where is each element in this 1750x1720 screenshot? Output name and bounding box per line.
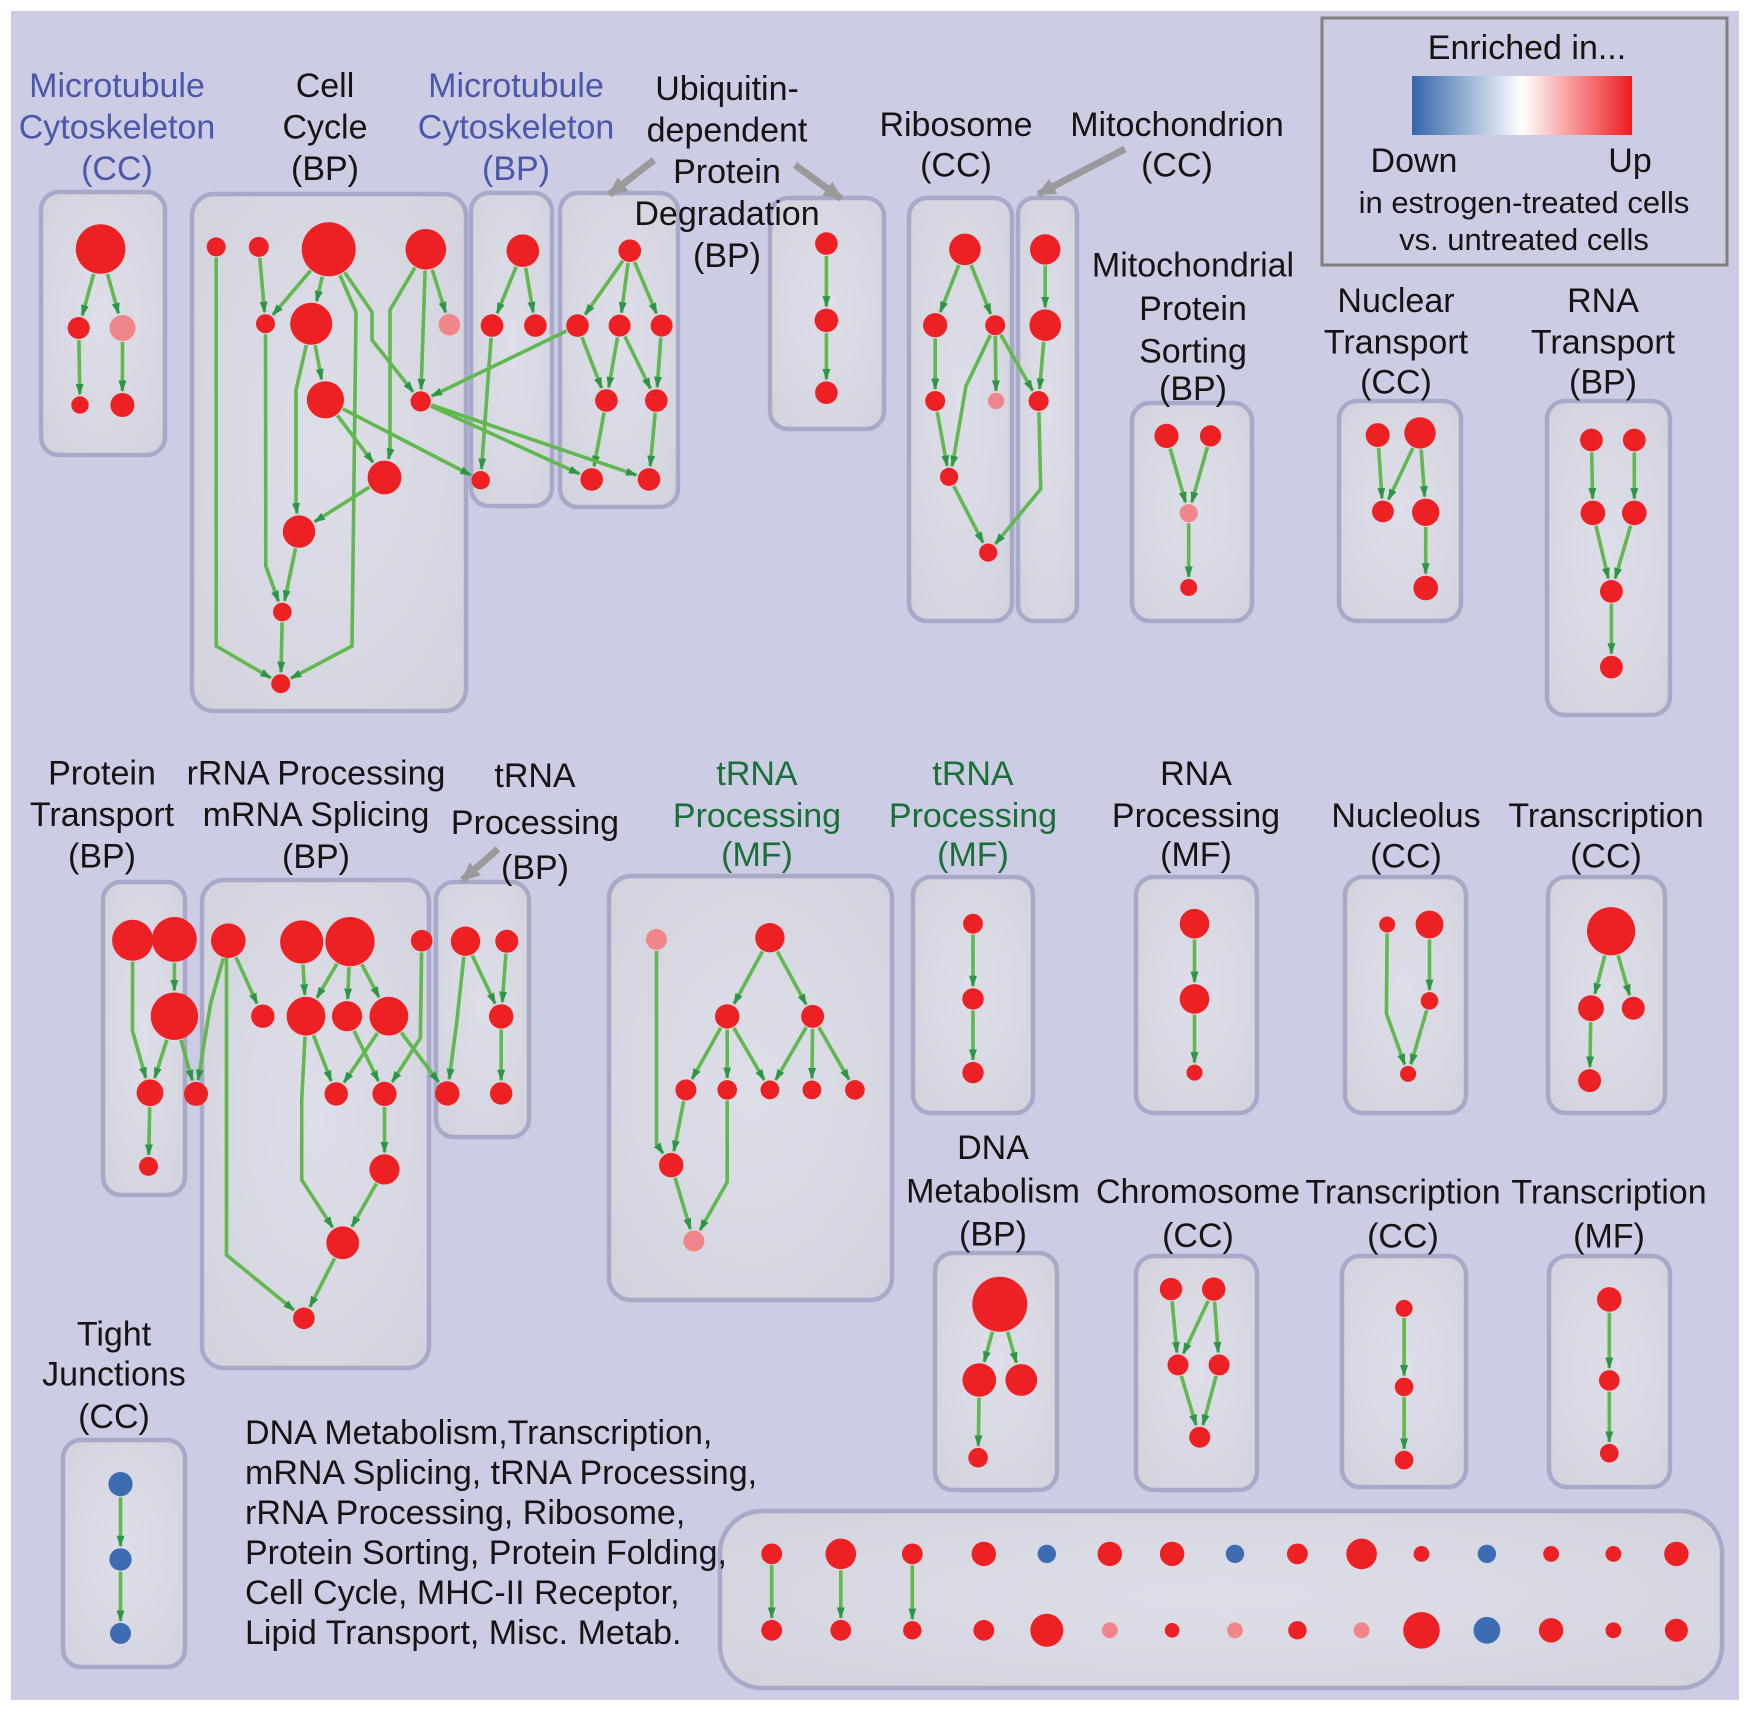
- svg-text:Cytoskeleton: Cytoskeleton: [418, 109, 615, 147]
- svg-text:Transport: Transport: [30, 796, 175, 834]
- svg-text:Chromosome: Chromosome: [1096, 1173, 1300, 1211]
- svg-text:(BP): (BP): [68, 838, 136, 876]
- svg-text:RNA: RNA: [1567, 282, 1639, 320]
- svg-text:mRNA Splicing, tRNA Processing: mRNA Splicing, tRNA Processing,: [245, 1454, 757, 1492]
- svg-text:(BP): (BP): [501, 849, 569, 887]
- svg-text:Protein: Protein: [48, 755, 156, 793]
- svg-text:dependent: dependent: [647, 112, 808, 150]
- svg-text:(MF): (MF): [1573, 1218, 1645, 1256]
- svg-text:vs. untreated cells: vs. untreated cells: [1399, 222, 1649, 257]
- svg-text:Transport: Transport: [1531, 324, 1676, 362]
- svg-text:(BP): (BP): [959, 1216, 1027, 1254]
- svg-text:Transcription: Transcription: [1508, 797, 1703, 835]
- svg-text:(BP): (BP): [1569, 364, 1637, 402]
- svg-text:(CC): (CC): [81, 150, 153, 188]
- svg-text:Nuclear: Nuclear: [1337, 282, 1454, 320]
- svg-text:(CC): (CC): [1370, 838, 1442, 876]
- svg-text:Mitochondrial: Mitochondrial: [1092, 247, 1294, 285]
- svg-text:Sorting: Sorting: [1139, 333, 1247, 371]
- svg-text:(BP): (BP): [291, 150, 359, 188]
- svg-text:(CC): (CC): [78, 1398, 150, 1436]
- svg-text:DNA: DNA: [957, 1129, 1029, 1167]
- svg-text:Processing: Processing: [889, 797, 1057, 835]
- svg-text:Microtubule: Microtubule: [428, 67, 604, 105]
- svg-text:Transcription: Transcription: [1511, 1174, 1706, 1212]
- svg-text:Tight: Tight: [77, 1316, 152, 1354]
- svg-text:Processing: Processing: [673, 797, 841, 835]
- svg-text:Transport: Transport: [1324, 324, 1469, 362]
- svg-text:(CC): (CC): [1162, 1217, 1234, 1255]
- svg-text:(MF): (MF): [1160, 836, 1232, 874]
- svg-text:tRNA: tRNA: [716, 755, 798, 793]
- svg-text:rRNA Processing: rRNA Processing: [187, 755, 446, 793]
- svg-text:(BP): (BP): [282, 838, 350, 876]
- svg-text:Down: Down: [1371, 142, 1458, 180]
- svg-text:(CC): (CC): [920, 147, 992, 185]
- svg-text:tRNA: tRNA: [932, 755, 1014, 793]
- svg-text:tRNA: tRNA: [494, 757, 576, 795]
- svg-text:Nucleolus: Nucleolus: [1331, 797, 1480, 835]
- svg-text:Cell: Cell: [296, 67, 355, 105]
- svg-text:DNA Metabolism,Transcription,: DNA Metabolism,Transcription,: [245, 1414, 712, 1452]
- svg-text:Up: Up: [1608, 142, 1651, 180]
- svg-text:Ribosome: Ribosome: [879, 106, 1032, 144]
- svg-text:Processing: Processing: [1112, 797, 1280, 835]
- svg-text:(CC): (CC): [1360, 364, 1432, 402]
- svg-text:(BP): (BP): [693, 237, 761, 275]
- svg-text:Processing: Processing: [451, 804, 619, 842]
- svg-text:Enriched in...: Enriched in...: [1428, 29, 1626, 67]
- svg-text:Protein: Protein: [673, 153, 781, 191]
- svg-text:in estrogen-treated cells: in estrogen-treated cells: [1359, 185, 1690, 220]
- svg-text:mRNA Splicing: mRNA Splicing: [203, 796, 430, 834]
- svg-text:Ubiquitin-: Ubiquitin-: [655, 70, 799, 108]
- svg-text:Cell Cycle, MHC-II Receptor,: Cell Cycle, MHC-II Receptor,: [245, 1574, 680, 1612]
- svg-text:Mitochondrion: Mitochondrion: [1070, 106, 1284, 144]
- svg-text:Junctions: Junctions: [42, 1356, 186, 1394]
- svg-text:Cycle: Cycle: [282, 109, 367, 147]
- svg-text:(CC): (CC): [1367, 1218, 1439, 1256]
- svg-text:Degradation: Degradation: [634, 195, 819, 233]
- svg-text:(BP): (BP): [1159, 370, 1227, 408]
- svg-text:Lipid Transport, Misc. Metab.: Lipid Transport, Misc. Metab.: [245, 1614, 682, 1652]
- svg-text:Cytoskeleton: Cytoskeleton: [19, 109, 216, 147]
- svg-text:rRNA Processing, Ribosome,: rRNA Processing, Ribosome,: [245, 1494, 685, 1532]
- svg-text:Microtubule: Microtubule: [29, 67, 205, 105]
- svg-text:RNA: RNA: [1160, 755, 1232, 793]
- svg-text:(CC): (CC): [1570, 838, 1642, 876]
- svg-text:(CC): (CC): [1141, 147, 1213, 185]
- svg-text:Protein Sorting, Protein Foldi: Protein Sorting, Protein Folding,: [245, 1534, 727, 1572]
- svg-text:(MF): (MF): [937, 836, 1009, 874]
- svg-text:Metabolism: Metabolism: [906, 1173, 1080, 1211]
- svg-text:(MF): (MF): [721, 836, 793, 874]
- svg-text:Protein: Protein: [1139, 290, 1247, 328]
- svg-text:(BP): (BP): [482, 150, 550, 188]
- svg-text:Transcription: Transcription: [1305, 1174, 1500, 1212]
